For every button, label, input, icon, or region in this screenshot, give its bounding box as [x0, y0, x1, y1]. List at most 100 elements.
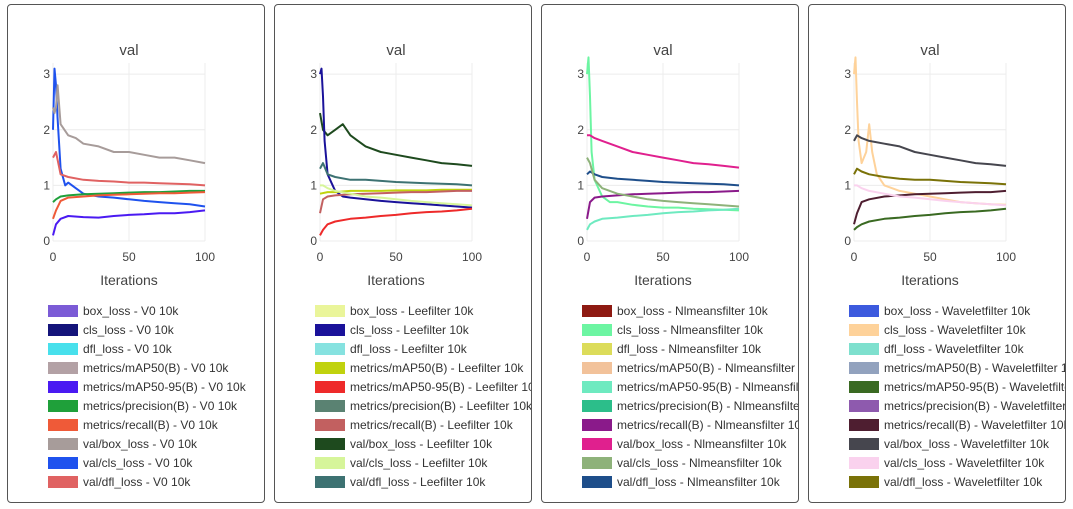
legend-item[interactable]: dfl_loss - Waveletfilter 10k [849, 339, 1065, 358]
legend-label: val/box_loss - Nlmeansfilter 10k [617, 436, 787, 451]
legend-swatch [48, 456, 78, 469]
y-tick-label: 0 [43, 234, 50, 248]
legend-item[interactable]: metrics/recall(B) - Leefilter 10k [315, 415, 531, 434]
legend-item[interactable]: metrics/recall(B) - Nlmeansfilter 10k [582, 415, 798, 434]
y-tick-label: 3 [844, 67, 851, 81]
legend-item[interactable]: metrics/mAP50(B) - Waveletfilter 10k [849, 358, 1065, 377]
legend-label: dfl_loss - Nlmeansfilter 10k [617, 341, 762, 356]
series-line [319, 162, 473, 187]
legend-swatch [849, 475, 879, 488]
legend-swatch [849, 361, 879, 374]
legend-item[interactable]: val/dfl_loss - Leefilter 10k [315, 472, 531, 491]
legend-label: metrics/mAP50-95(B) - Waveletfilter 10l [884, 379, 1065, 394]
legend-item[interactable]: metrics/precision(B) - Leefilter 10k [315, 396, 531, 415]
legend-swatch [849, 456, 879, 469]
legend-item[interactable]: val/dfl_loss - Nlmeansfilter 10k [582, 472, 798, 491]
legend-swatch [849, 323, 879, 336]
legend-item[interactable]: box_loss - Leefilter 10k [315, 301, 531, 320]
legend-item[interactable]: metrics/mAP50-95(B) - Leefilter 10k [315, 377, 531, 396]
legend-swatch [315, 380, 345, 393]
x-tick-label: 100 [996, 250, 1016, 264]
legend-label: metrics/recall(B) - Leefilter 10k [350, 417, 513, 432]
legend-swatch [582, 323, 612, 336]
legend-label: box_loss - V0 10k [83, 303, 179, 318]
legend-item[interactable]: dfl_loss - Leefilter 10k [315, 339, 531, 358]
legend-item[interactable]: val/box_loss - V0 10k [48, 434, 264, 453]
legend-label: box_loss - Waveletfilter 10k [884, 303, 1031, 318]
x-tick-label: 0 [317, 250, 324, 264]
legend-label: metrics/recall(B) - Nlmeansfilter 10k [617, 417, 799, 432]
series-line [586, 157, 740, 208]
legend-item[interactable]: val/cls_loss - Waveletfilter 10k [849, 453, 1065, 472]
series-line [319, 67, 473, 209]
legend-label: val/cls_loss - Nlmeansfilter 10k [617, 455, 782, 470]
legend-swatch [48, 437, 78, 450]
legend-swatch [48, 475, 78, 488]
legend-nlmeansfilter: box_loss - Nlmeansfilter 10k cls_loss - N… [582, 301, 798, 491]
x-tick-label: 0 [851, 250, 858, 264]
x-tick-label: 50 [656, 250, 670, 264]
legend-item[interactable]: box_loss - Waveletfilter 10k [849, 301, 1065, 320]
legend-swatch [315, 418, 345, 431]
legend-swatch [315, 399, 345, 412]
legend-item[interactable]: metrics/mAP50-95(B) - Nlmeansfilter 1( [582, 377, 798, 396]
chart-title: val [386, 42, 405, 59]
legend-swatch [315, 304, 345, 317]
legend-label: val/cls_loss - Leefilter 10k [350, 455, 488, 470]
chart-panel-v0: val 0 1 2 3 0 50 100 Iterations box_loss - V0 10… [7, 4, 265, 503]
legend-swatch [582, 456, 612, 469]
chart-panel-leefilter: val 0 1 2 3 0 50 100 Iterations box_loss - Leefi… [274, 4, 532, 503]
legend-item[interactable]: metrics/precision(B) - V0 10k [48, 396, 264, 415]
series-line [319, 188, 472, 195]
legend-swatch [849, 342, 879, 355]
legend-item[interactable]: metrics/recall(B) - V0 10k [48, 415, 264, 434]
legend-label: dfl_loss - V0 10k [83, 341, 172, 356]
legend-label: val/dfl_loss - Leefilter 10k [350, 474, 486, 489]
chart-panel-waveletfilter: val 0 1 2 3 0 50 100 Iterations box_loss - Wavel… [808, 4, 1066, 503]
series-line [319, 207, 473, 236]
legend-item[interactable]: dfl_loss - Nlmeansfilter 10k [582, 339, 798, 358]
y-tick-label: 0 [844, 234, 851, 248]
legend-item[interactable]: metrics/precision(B) - Waveletfilter 10k [849, 396, 1065, 415]
legend-item[interactable]: box_loss - Nlmeansfilter 10k [582, 301, 798, 320]
legend-swatch [582, 418, 612, 431]
legend-item[interactable]: metrics/recall(B) - Waveletfilter 10k [849, 415, 1065, 434]
legend-item[interactable]: val/box_loss - Leefilter 10k [315, 434, 531, 453]
series-line [853, 167, 1007, 186]
legend-swatch [582, 475, 612, 488]
legend-item[interactable]: metrics/precision(B) - Nlmeansfilter 10k [582, 396, 798, 415]
legend-swatch [582, 399, 612, 412]
legend-label: val/box_loss - Leefilter 10k [350, 436, 493, 451]
legend-item[interactable]: val/cls_loss - Leefilter 10k [315, 453, 531, 472]
y-tick-label: 2 [844, 123, 851, 137]
legend-item[interactable]: val/cls_loss - V0 10k [48, 453, 264, 472]
x-tick-label: 0 [584, 250, 591, 264]
legend-item[interactable]: metrics/mAP50(B) - Nlmeansfilter 10k [582, 358, 798, 377]
y-tick-label: 2 [577, 123, 584, 137]
legend-item[interactable]: metrics/mAP50-95(B) - V0 10k [48, 377, 264, 396]
series-line [853, 134, 1007, 167]
legend-item[interactable]: cls_loss - V0 10k [48, 320, 264, 339]
legend-item[interactable]: val/dfl_loss - V0 10k [48, 472, 264, 491]
legend-label: val/dfl_loss - V0 10k [83, 474, 191, 489]
legend-item[interactable]: metrics/mAP50(B) - Leefilter 10k [315, 358, 531, 377]
legend-item[interactable]: box_loss - V0 10k [48, 301, 264, 320]
legend-item[interactable]: metrics/mAP50(B) - V0 10k [48, 358, 264, 377]
legend-label: val/cls_loss - V0 10k [83, 455, 193, 470]
legend-item[interactable]: val/cls_loss - Nlmeansfilter 10k [582, 453, 798, 472]
legend-item[interactable]: cls_loss - Waveletfilter 10k [849, 320, 1065, 339]
legend-label: metrics/precision(B) - V0 10k [83, 398, 238, 413]
legend-item[interactable]: val/box_loss - Nlmeansfilter 10k [582, 434, 798, 453]
legend-item[interactable]: val/dfl_loss - Waveletfilter 10k [849, 472, 1065, 491]
y-tick-label: 0 [310, 234, 317, 248]
legend-item[interactable]: val/box_loss - Waveletfilter 10k [849, 434, 1065, 453]
legend-leefilter: box_loss - Leefilter 10k cls_loss - Leefi… [315, 301, 531, 491]
legend-item[interactable]: cls_loss - Nlmeansfilter 10k [582, 320, 798, 339]
legend-swatch [315, 323, 345, 336]
series-line [52, 84, 206, 165]
legend-item[interactable]: dfl_loss - V0 10k [48, 339, 264, 358]
legend-item[interactable]: cls_loss - Leefilter 10k [315, 320, 531, 339]
legend-label: metrics/mAP50-95(B) - Nlmeansfilter 1( [617, 379, 799, 394]
legend-item[interactable]: metrics/mAP50-95(B) - Waveletfilter 10l [849, 377, 1065, 396]
legend-swatch [582, 304, 612, 317]
